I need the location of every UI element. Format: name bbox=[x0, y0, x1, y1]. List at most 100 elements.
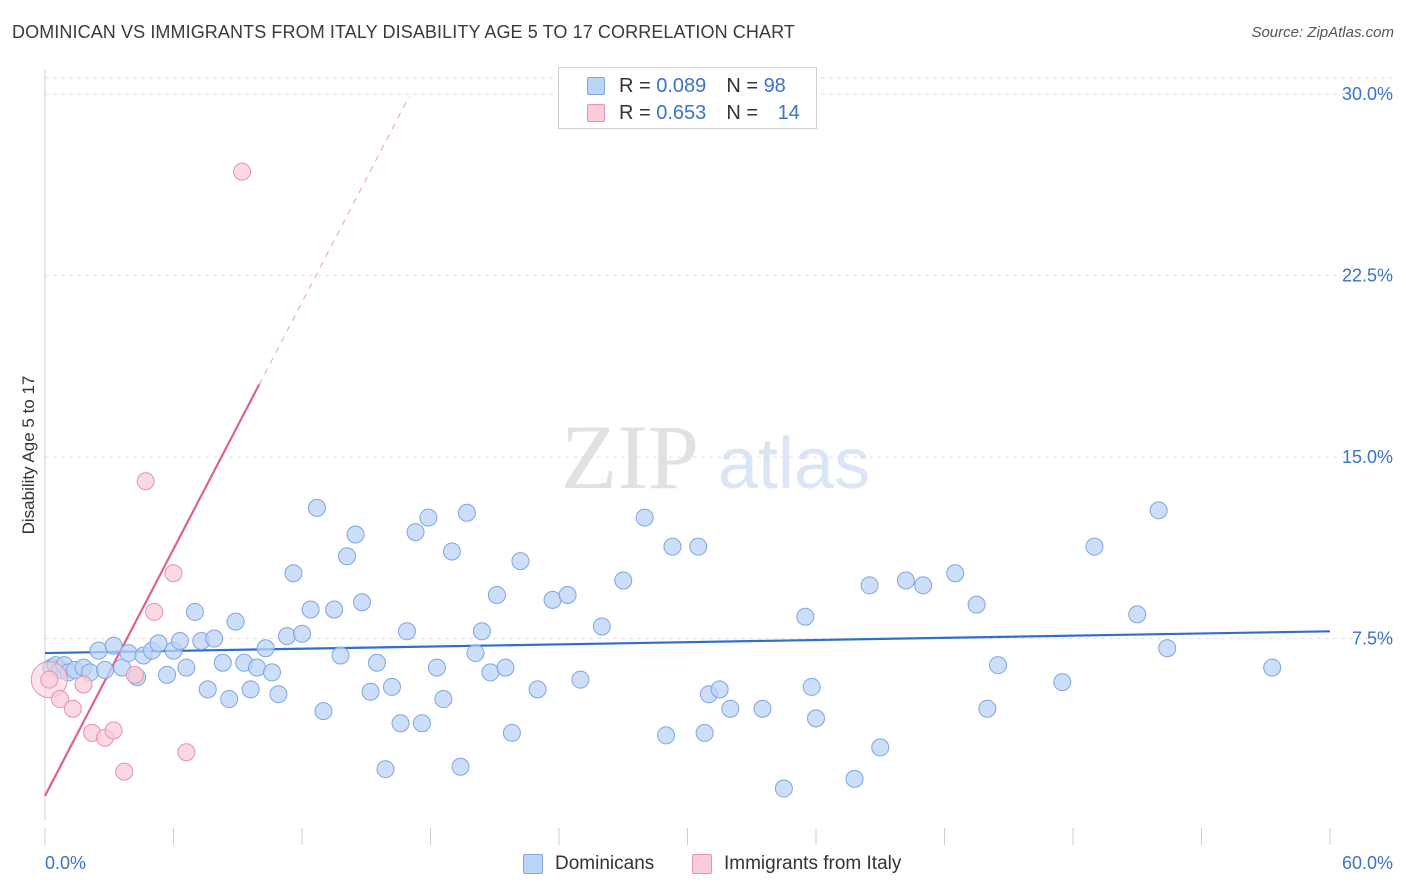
italy-point bbox=[233, 162, 252, 181]
dominicans-point bbox=[807, 709, 825, 728]
dominicans-point bbox=[406, 523, 425, 542]
italy-point bbox=[104, 721, 123, 740]
dominicans-point bbox=[331, 646, 350, 665]
dominicans-point bbox=[635, 508, 654, 527]
dominicans-point bbox=[397, 622, 416, 641]
dominicans-point bbox=[753, 699, 772, 718]
legend-row-dominicans: R = 0.089 N = 98 bbox=[619, 73, 786, 99]
legend-r-value: 0.653 bbox=[656, 101, 707, 124]
dominicans-point bbox=[367, 653, 386, 672]
dominicans-point bbox=[466, 644, 485, 663]
dominicans-point bbox=[543, 590, 562, 609]
dominicans-point bbox=[774, 779, 793, 798]
y-tick-label: 22.5% bbox=[1342, 266, 1393, 286]
dominicans-point bbox=[177, 658, 196, 677]
dominicans-point bbox=[434, 690, 453, 709]
dominicans-point bbox=[1149, 501, 1168, 520]
italy-point bbox=[125, 665, 144, 684]
legend-row-italy: R = 0.653 N = 14 bbox=[619, 100, 800, 126]
dominicans-point bbox=[528, 680, 547, 699]
dominicans-point bbox=[419, 508, 438, 527]
dominicans-point bbox=[346, 525, 365, 544]
italy-trend-extension bbox=[258, 96, 410, 385]
dominicans-point bbox=[710, 680, 729, 699]
dominicans-point bbox=[695, 723, 714, 742]
dominicans-point bbox=[989, 656, 1008, 675]
dominicans-point bbox=[226, 612, 245, 631]
italy-point bbox=[136, 472, 155, 491]
legend-r-value: 0.089 bbox=[656, 74, 707, 97]
dominicans-point bbox=[284, 564, 303, 583]
x-tick-label: 0.0% bbox=[45, 853, 86, 873]
dominicans-point bbox=[104, 636, 123, 655]
legend-r-label: R = bbox=[619, 74, 651, 97]
dominicans-point bbox=[205, 629, 224, 648]
watermark-zip: ZIP bbox=[561, 406, 699, 508]
dominicans-point bbox=[256, 639, 275, 658]
dominicans-point bbox=[376, 760, 395, 779]
dominicans-point bbox=[301, 600, 320, 619]
dominicans-point bbox=[170, 631, 189, 650]
dominicans-point bbox=[248, 658, 267, 677]
watermark: ZIP atlas bbox=[561, 406, 870, 508]
dominicans-point bbox=[314, 702, 333, 721]
dominicans-point bbox=[307, 498, 326, 517]
y-axis-label: Disability Age 5 to 17 bbox=[19, 376, 38, 535]
dominicans-point bbox=[1263, 658, 1282, 677]
dominicans-point bbox=[571, 670, 590, 689]
dominicans-point bbox=[896, 571, 915, 590]
correlation-legend: R = 0.089 N = 98 R = 0.653 N = 14 bbox=[558, 67, 817, 129]
italy-point bbox=[63, 699, 82, 718]
dominicans-point bbox=[293, 624, 311, 643]
legend-swatch-italy bbox=[587, 104, 605, 122]
dominicans-point bbox=[472, 622, 491, 641]
dominicans-point bbox=[427, 658, 446, 677]
italy-points bbox=[40, 162, 252, 781]
dominicans-point bbox=[263, 663, 282, 682]
dominicans-point bbox=[614, 571, 633, 590]
dominicans-point bbox=[95, 661, 114, 679]
dominicans-point bbox=[914, 576, 933, 595]
legend-swatch-dominicans bbox=[587, 77, 605, 95]
watermark-atlas: atlas bbox=[718, 424, 870, 504]
dominicans-point bbox=[487, 586, 506, 604]
dominicans-point bbox=[241, 680, 260, 699]
italy-point bbox=[164, 564, 183, 583]
chart-title: DOMINICAN VS IMMIGRANTS FROM ITALY DISAB… bbox=[12, 22, 795, 42]
series-label-italy: Immigrants from Italy bbox=[724, 853, 902, 874]
dominicans-point bbox=[946, 564, 965, 583]
dominicans-point bbox=[689, 537, 708, 556]
italy-point bbox=[50, 690, 69, 709]
dominicans-point bbox=[269, 685, 288, 704]
italy-point bbox=[40, 670, 59, 689]
y-tick-label: 15.0% bbox=[1342, 447, 1393, 467]
dominicans-point bbox=[278, 627, 297, 646]
dominicans-point bbox=[442, 542, 461, 561]
dominicans-point bbox=[361, 682, 380, 701]
dominicans-point bbox=[663, 537, 682, 556]
dominicans-point bbox=[978, 699, 997, 718]
dominicans-point bbox=[457, 503, 476, 522]
dominicans-point bbox=[502, 723, 521, 742]
dominicans-point bbox=[391, 714, 410, 733]
dominicans-points bbox=[30, 498, 1282, 798]
dominicans-point bbox=[185, 602, 204, 621]
dominicans-point bbox=[802, 677, 821, 696]
dominicans-point bbox=[967, 595, 986, 614]
italy-point bbox=[74, 675, 93, 694]
dominicans-point bbox=[337, 547, 356, 566]
legend-n-value: 98 bbox=[763, 74, 786, 97]
dominicans-point bbox=[325, 600, 344, 619]
dominicans-point bbox=[412, 714, 431, 733]
series-swatch-dominicans bbox=[523, 854, 543, 874]
y-tick-label: 7.5% bbox=[1352, 629, 1393, 649]
dominicans-point bbox=[721, 699, 740, 718]
dominicans-point bbox=[220, 690, 239, 709]
italy-point bbox=[115, 762, 134, 781]
tick-labels: 7.5% 15.0% 22.5% 30.0% 0.0% 60.0% bbox=[45, 84, 1393, 873]
y-tick-label: 30.0% bbox=[1342, 84, 1393, 104]
italy-point bbox=[145, 602, 164, 621]
dominicans-point bbox=[89, 641, 108, 660]
series-swatch-italy bbox=[692, 854, 712, 874]
